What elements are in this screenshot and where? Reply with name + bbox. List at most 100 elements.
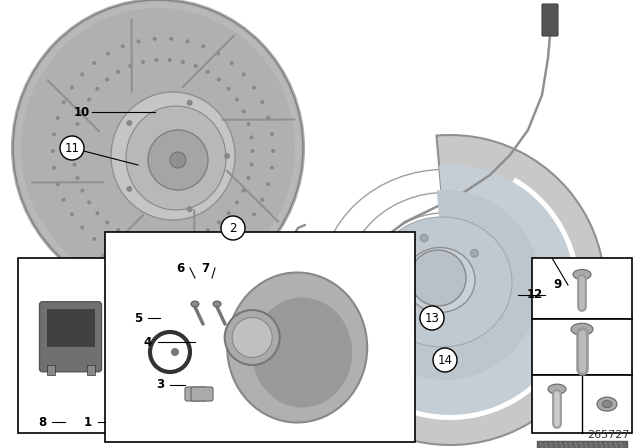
- Ellipse shape: [148, 130, 208, 190]
- Circle shape: [126, 186, 132, 192]
- Circle shape: [420, 314, 428, 322]
- FancyBboxPatch shape: [537, 441, 627, 448]
- Ellipse shape: [52, 166, 56, 170]
- Ellipse shape: [13, 0, 303, 296]
- Ellipse shape: [191, 301, 199, 307]
- Ellipse shape: [271, 149, 275, 153]
- Ellipse shape: [201, 44, 205, 48]
- Ellipse shape: [250, 163, 253, 167]
- Ellipse shape: [52, 132, 56, 136]
- Circle shape: [420, 234, 428, 242]
- Ellipse shape: [106, 246, 110, 250]
- Text: 12: 12: [527, 289, 543, 302]
- Circle shape: [470, 250, 479, 257]
- Ellipse shape: [260, 100, 264, 104]
- Text: 5: 5: [134, 311, 142, 324]
- Ellipse shape: [21, 8, 295, 288]
- Ellipse shape: [194, 64, 198, 68]
- Ellipse shape: [61, 198, 66, 202]
- Ellipse shape: [252, 212, 256, 216]
- Bar: [532, 375, 632, 433]
- Ellipse shape: [154, 240, 158, 244]
- Ellipse shape: [116, 228, 120, 232]
- Text: 14: 14: [438, 353, 452, 366]
- Ellipse shape: [225, 310, 280, 365]
- Ellipse shape: [270, 132, 274, 136]
- Ellipse shape: [573, 270, 591, 280]
- FancyBboxPatch shape: [47, 365, 54, 375]
- Ellipse shape: [266, 116, 270, 120]
- Ellipse shape: [116, 70, 120, 74]
- Ellipse shape: [181, 60, 185, 64]
- Ellipse shape: [76, 176, 79, 180]
- Ellipse shape: [602, 401, 612, 408]
- Ellipse shape: [227, 272, 367, 422]
- Text: 10: 10: [74, 105, 90, 119]
- Ellipse shape: [92, 61, 96, 65]
- Ellipse shape: [235, 201, 239, 204]
- Text: 9: 9: [554, 279, 562, 292]
- Wedge shape: [350, 190, 540, 380]
- Circle shape: [433, 348, 457, 372]
- Bar: [532, 258, 632, 319]
- Ellipse shape: [56, 182, 60, 186]
- Text: 11: 11: [65, 142, 79, 155]
- Ellipse shape: [252, 86, 256, 90]
- Circle shape: [224, 153, 230, 159]
- Circle shape: [187, 100, 193, 106]
- Ellipse shape: [230, 61, 234, 65]
- FancyBboxPatch shape: [47, 309, 95, 347]
- Text: 3: 3: [156, 379, 164, 392]
- Ellipse shape: [201, 254, 205, 258]
- Circle shape: [389, 274, 397, 282]
- Ellipse shape: [70, 212, 74, 216]
- Ellipse shape: [80, 73, 84, 77]
- Text: 265727: 265727: [588, 430, 630, 440]
- Ellipse shape: [95, 87, 99, 91]
- FancyBboxPatch shape: [40, 302, 102, 372]
- FancyBboxPatch shape: [185, 387, 207, 401]
- Ellipse shape: [235, 98, 239, 102]
- Ellipse shape: [217, 78, 221, 82]
- Circle shape: [420, 306, 444, 330]
- Ellipse shape: [105, 78, 109, 82]
- Ellipse shape: [168, 58, 172, 62]
- Ellipse shape: [242, 109, 246, 113]
- Ellipse shape: [126, 106, 226, 210]
- Ellipse shape: [227, 211, 230, 215]
- Text: 6: 6: [176, 262, 184, 275]
- Ellipse shape: [169, 261, 173, 265]
- Ellipse shape: [405, 247, 475, 313]
- Ellipse shape: [242, 189, 246, 193]
- Ellipse shape: [111, 92, 235, 220]
- Ellipse shape: [141, 60, 145, 64]
- Ellipse shape: [597, 397, 617, 411]
- Bar: [532, 319, 632, 375]
- Ellipse shape: [250, 135, 253, 139]
- Circle shape: [410, 250, 466, 306]
- Text: 7: 7: [201, 262, 209, 275]
- Wedge shape: [325, 165, 575, 415]
- Ellipse shape: [216, 246, 220, 250]
- Ellipse shape: [216, 52, 220, 56]
- Ellipse shape: [232, 318, 272, 358]
- Ellipse shape: [266, 182, 270, 186]
- Ellipse shape: [121, 254, 125, 258]
- Ellipse shape: [270, 166, 274, 170]
- Ellipse shape: [121, 44, 125, 48]
- Ellipse shape: [227, 87, 230, 91]
- Ellipse shape: [81, 189, 84, 193]
- Ellipse shape: [51, 149, 55, 153]
- Ellipse shape: [81, 109, 84, 113]
- Text: 8: 8: [38, 415, 46, 428]
- Ellipse shape: [105, 220, 109, 224]
- Ellipse shape: [136, 258, 140, 263]
- Circle shape: [170, 152, 186, 168]
- Ellipse shape: [72, 135, 76, 139]
- Wedge shape: [295, 135, 605, 445]
- Ellipse shape: [168, 240, 172, 244]
- Ellipse shape: [169, 37, 173, 41]
- FancyBboxPatch shape: [86, 365, 95, 375]
- Circle shape: [297, 251, 307, 261]
- Ellipse shape: [246, 122, 250, 126]
